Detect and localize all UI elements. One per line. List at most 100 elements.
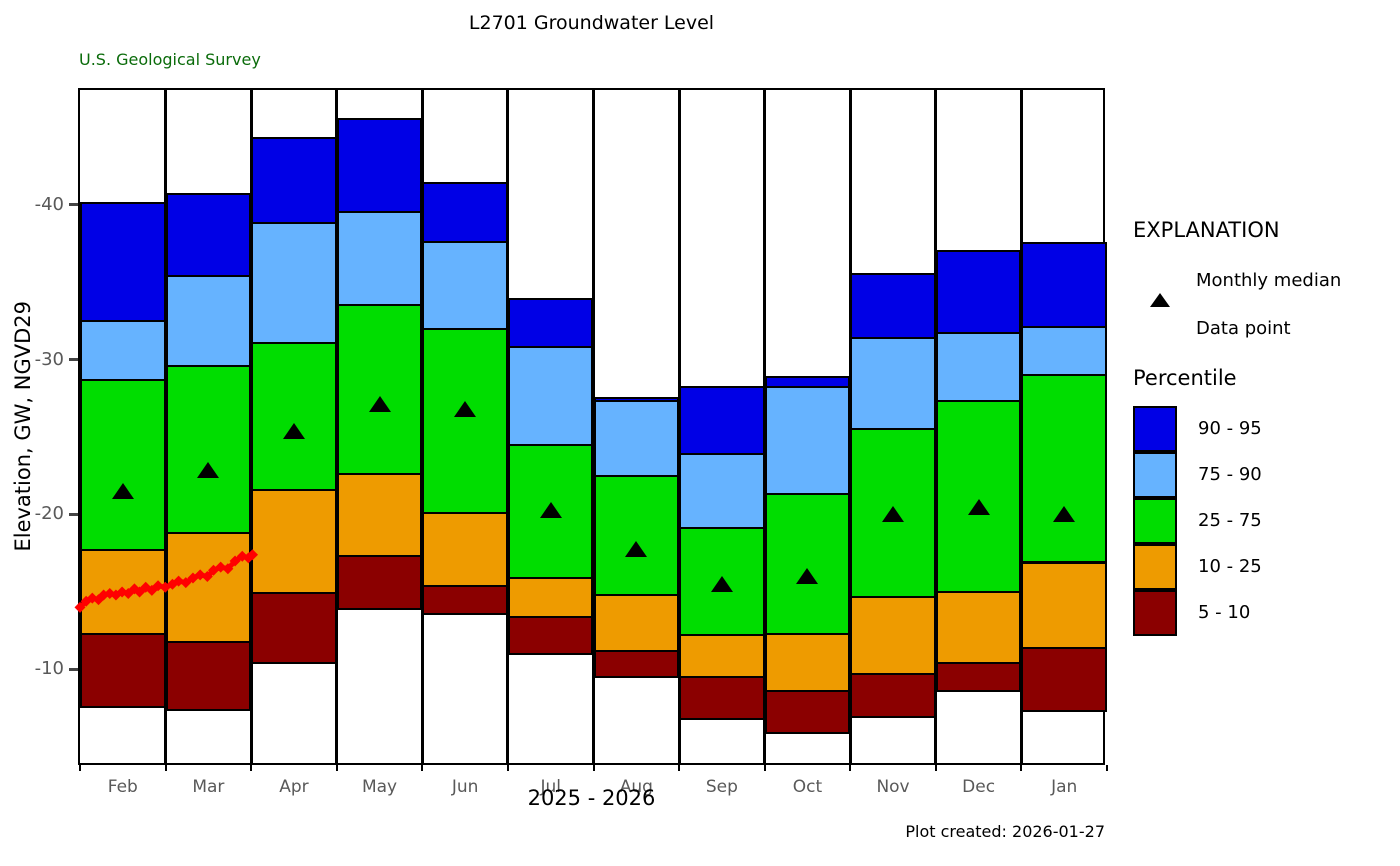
swatch-75-90: [1133, 452, 1177, 498]
column-separator: [763, 90, 767, 763]
percentile-band: [80, 549, 166, 635]
x-axis-tick: [849, 765, 852, 771]
percentile-band: [850, 273, 936, 339]
percentile-band: [165, 532, 252, 643]
percentile-band: [507, 346, 594, 446]
y-axis-tick-label: -10: [34, 658, 64, 680]
percentile-band: [165, 364, 252, 535]
percentile-band: [935, 590, 1022, 665]
percentile-band: [764, 632, 851, 693]
swatch-5-10: [1133, 590, 1177, 636]
percentile-band: [165, 640, 252, 711]
usgs-agency-label: U.S. Geological Survey: [79, 50, 261, 69]
percentile-band: [935, 662, 1022, 693]
x-axis-tick: [934, 765, 937, 771]
percentile-band: [593, 594, 680, 652]
x-axis-label: 2025 - 2026: [527, 786, 656, 810]
swatch-label-90-95: 90 - 95: [1198, 418, 1262, 439]
percentile-band: [935, 332, 1022, 403]
y-axis-tick-label: -30: [34, 348, 64, 370]
percentile-band: [764, 386, 851, 496]
month-label: Mar: [192, 777, 225, 797]
x-axis-tick: [1020, 765, 1023, 771]
percentile-band: [251, 592, 337, 665]
monthly-median-marker: [1053, 506, 1076, 523]
swatch-90-95: [1133, 406, 1177, 452]
plot-area: -40 -30 -20 -10 Feb Mar Apr May Jun Jul Aug Sep Oct N…: [35, 88, 1108, 797]
x-axis-tick: [79, 765, 81, 771]
monthly-median-marker: [625, 540, 648, 557]
column-separator: [506, 90, 510, 763]
percentile-band: [422, 181, 508, 243]
percentile-band: [935, 400, 1022, 593]
x-axis-tick: [335, 765, 338, 771]
column-separator: [677, 90, 681, 763]
percentile-band: [165, 274, 252, 367]
percentile-band: [679, 634, 765, 679]
month-label: Aug: [619, 777, 653, 797]
monthly-median-marker: [882, 506, 905, 523]
column-separator: [848, 90, 852, 763]
legend-band-5-10: 5 - 10: [1126, 590, 1396, 636]
column-separator: [249, 90, 253, 763]
monthly-median-marker: [282, 422, 305, 439]
page-title: L2701 Groundwater Level: [468, 12, 715, 34]
percentile-band: [251, 222, 337, 344]
column-separator: [420, 90, 424, 763]
percentile-band: [336, 118, 423, 214]
monthly-median-marker: [197, 461, 220, 478]
percentile-band: [80, 378, 166, 552]
y-axis-tick-label: -40: [34, 193, 64, 215]
percentile-band: [764, 690, 851, 734]
monthly-median-marker: [539, 501, 562, 518]
percentile-band: [850, 595, 936, 676]
legend-band-90-95: 90 - 95: [1126, 406, 1396, 452]
data-point-label: Data point: [1196, 318, 1291, 339]
monthly-median-marker: [710, 576, 733, 593]
x-axis-tick: [250, 765, 253, 771]
percentile-band: [422, 584, 508, 615]
percentile-band: [1021, 242, 1107, 329]
month-label: Nov: [876, 777, 910, 797]
x-axis-tick: [678, 765, 681, 771]
percentile-band: [1021, 646, 1107, 713]
plot-created-note: Plot created: 2026-01-27: [905, 822, 1105, 841]
column-separator: [592, 90, 595, 763]
percentile-band: [422, 511, 508, 587]
percentile-band: [679, 386, 765, 456]
percentile-band: [1021, 561, 1107, 649]
swatch-label-5-10: 5 - 10: [1198, 602, 1251, 623]
swatch-label-25-75: 25 - 75: [1198, 510, 1262, 531]
legend-band-10-25: 10 - 25: [1126, 544, 1396, 590]
month-label: Sep: [705, 777, 738, 797]
column-separator: [335, 90, 339, 763]
y-axis-tick: [69, 512, 78, 516]
x-axis-tick: [763, 765, 766, 771]
month-label: Jun: [451, 777, 479, 797]
y-axis-tick: [69, 667, 78, 671]
data-point-icon: [1150, 322, 1155, 341]
y-axis-tick: [69, 358, 78, 362]
legend-band-25-75: 25 - 75: [1126, 498, 1396, 544]
y-axis-tick-label: -20: [34, 503, 64, 525]
month-label: Apr: [279, 777, 309, 797]
percentile-band: [251, 488, 337, 595]
monthly-median-marker: [111, 483, 134, 500]
swatch-25-75: [1133, 498, 1177, 544]
percentile-band: [850, 336, 936, 431]
percentile-band: [593, 400, 680, 477]
swatch-label-75-90: 75 - 90: [1198, 464, 1262, 485]
percentile-band: [679, 453, 765, 530]
percentile-title: Percentile: [1133, 366, 1237, 390]
percentile-band: [251, 341, 337, 491]
percentile-band: [80, 319, 166, 381]
column-separator: [934, 90, 938, 763]
percentile-band: [336, 555, 423, 610]
x-axis-tick: [1106, 765, 1108, 771]
month-label: May: [361, 777, 398, 797]
percentile-band: [336, 473, 423, 558]
column-separator: [164, 90, 168, 763]
month-label: Feb: [107, 777, 138, 797]
month-label: Jul: [540, 777, 561, 797]
monthly-median-marker: [796, 568, 819, 585]
